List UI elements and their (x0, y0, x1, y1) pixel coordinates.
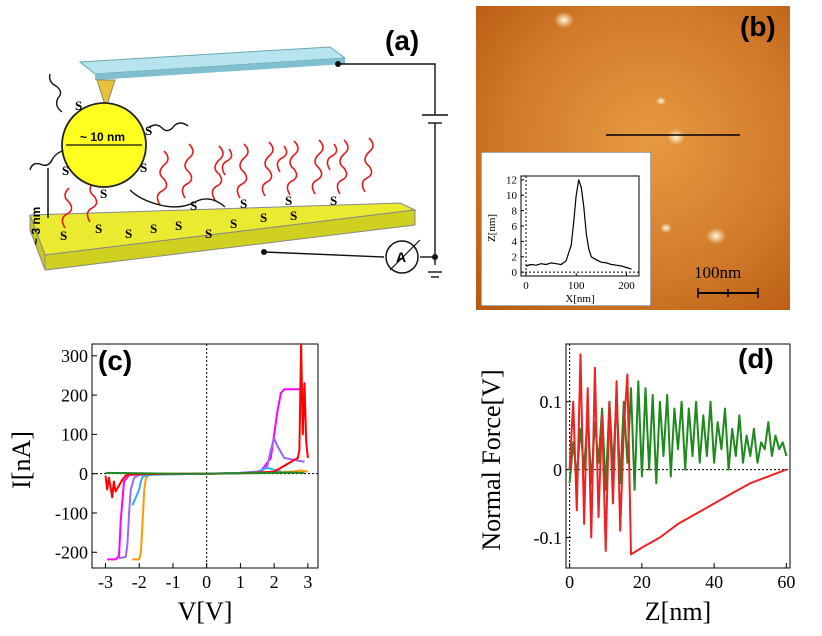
svg-text:S: S (75, 98, 82, 113)
svg-text:S: S (240, 196, 247, 211)
svg-text:S: S (285, 193, 292, 208)
particle-ligands (29, 73, 226, 208)
x-axis-label: X[nm] (565, 293, 594, 305)
series-green (568, 380, 788, 491)
svg-text:S: S (330, 193, 337, 208)
y-axis-label: Normal Force[V] (477, 369, 506, 550)
x-tick-label: 40 (705, 572, 723, 592)
svg-text:S: S (230, 216, 237, 231)
x-tick-label: -1 (165, 572, 180, 592)
svg-text:S: S (145, 123, 152, 138)
particle-1 (554, 12, 574, 28)
x-axis-label: V[V] (178, 597, 233, 626)
y-tick-label: 12 (506, 175, 517, 187)
height-label: ~ 3 nm (29, 207, 43, 245)
svg-text:S: S (175, 218, 182, 233)
particle-5 (656, 97, 666, 105)
x-tick-label: 60 (777, 572, 795, 592)
svg-text:S: S (60, 228, 67, 243)
svg-text:S: S (62, 163, 69, 178)
svg-text:S: S (260, 210, 267, 225)
size-label: ~ 10 nm (80, 130, 125, 144)
ammeter-needle (389, 239, 421, 271)
y-tick-label: 100 (61, 425, 88, 445)
y-tick-label: 0 (512, 267, 518, 279)
plot-frame (91, 343, 319, 569)
svg-text:S: S (205, 226, 212, 241)
panel-c-label: (c) (98, 345, 132, 376)
particle-3 (706, 228, 726, 244)
y-axis-label: Z[nm] (486, 214, 498, 242)
substrate-front (44, 209, 416, 271)
y-tick-label: 6 (512, 221, 518, 233)
panel-c-iv-plot: -3 -2 -1 0 1 2 3 -200 -100 0 100 200 300 V[V] I[nA] (c… (7, 343, 319, 626)
y-tick-label: -100 (55, 503, 88, 523)
series-profile (525, 179, 632, 270)
inset-height-profile: 0 100 200 0 2 4 6 8 10 12 X[nm] Z[nm] (481, 152, 651, 306)
series-red (568, 353, 787, 556)
svg-text:S: S (150, 221, 157, 236)
y-tick-label: 200 (61, 385, 88, 405)
panel-d-label: (d) (738, 343, 774, 374)
y-tick-label: 0 (79, 464, 88, 484)
svg-text:S: S (290, 208, 297, 223)
svg-text:S: S (125, 226, 132, 241)
x-axis-label: Z[nm] (645, 597, 711, 626)
panel-a-label: (a) (385, 25, 419, 56)
y-tick-label: 0 (553, 460, 562, 480)
cantilever-contact (335, 61, 341, 67)
svg-text:S: S (140, 160, 147, 175)
substrate-contact (261, 249, 267, 255)
x-tick-label: 200 (618, 280, 635, 292)
x-tick-label: 1 (236, 572, 245, 592)
y-tick-label: 10 (506, 190, 518, 202)
junction (432, 254, 438, 260)
particle-2 (667, 129, 685, 145)
svg-text:S: S (190, 198, 197, 213)
y-tick-label: 0.1 (540, 392, 563, 412)
alkanethiol-coils (61, 137, 374, 229)
x-tick-label: 3 (303, 572, 312, 592)
svg-text:S: S (100, 186, 107, 201)
panel-d-force-plot: 0 20 40 60 -0.1 0 0.1 Z[nm] Normal Force[V] (d) (477, 343, 795, 626)
plot-frame (565, 343, 791, 569)
particle-4 (660, 223, 672, 233)
x-tick-label: 2 (270, 572, 279, 592)
circuit-wires (263, 63, 448, 278)
panel-a-schematic: ~ 10 nm ~ 3 nm S S S S S S S S S S S S S… (29, 25, 448, 278)
y-axis-label: I[nA] (7, 431, 36, 489)
x-tick-label: 0 (523, 280, 529, 292)
y-tick-label: 4 (512, 236, 518, 248)
x-tick-label: 20 (633, 572, 651, 592)
sulfur-atoms: S S S S S S S S S S S S S S S S S S (60, 98, 337, 243)
y-tick-label: -200 (55, 543, 88, 563)
x-tick-label: -3 (98, 572, 113, 592)
x-tick-label: 100 (568, 280, 585, 292)
series-green (105, 471, 305, 475)
series-orange (132, 469, 309, 561)
panel-b-label: (b) (740, 11, 776, 42)
scale-bar-label: 100nm (694, 263, 741, 282)
series-violet (118, 437, 305, 560)
ammeter (385, 240, 419, 274)
x-tick-label: 0 (202, 572, 211, 592)
y-tick-label: -0.1 (534, 528, 563, 548)
inset-frame (481, 152, 651, 306)
y-tick-label: 300 (61, 346, 88, 366)
cantilever-edge (95, 58, 345, 80)
afm-tip (96, 79, 116, 110)
svg-text:S: S (95, 221, 102, 236)
x-tick-label: -2 (132, 572, 147, 592)
y-tick-label: 8 (512, 205, 518, 217)
y-tick-label: 2 (512, 252, 518, 264)
ammeter-label: A (396, 249, 406, 265)
x-tick-label: 0 (565, 572, 574, 592)
